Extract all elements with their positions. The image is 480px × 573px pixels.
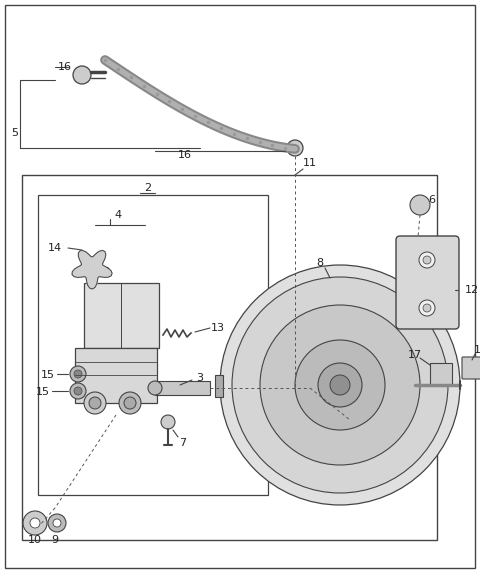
Bar [22,175,437,540]
Text: 15: 15 [36,387,50,397]
Bar [75,348,157,403]
Circle shape [74,387,82,395]
Circle shape [330,375,350,395]
Text: 15: 15 [41,370,55,380]
Circle shape [48,514,66,532]
Text: 1: 1 [473,345,480,355]
Polygon shape [72,250,112,289]
Text: 9: 9 [51,535,59,545]
Text: 12: 12 [465,285,479,295]
Circle shape [220,265,460,505]
Text: 14: 14 [48,243,62,253]
Text: 13: 13 [211,323,225,333]
Circle shape [73,66,91,84]
Circle shape [419,300,435,316]
Text: 17: 17 [408,350,422,360]
Circle shape [70,383,86,399]
Bar [84,283,159,348]
Bar [155,381,210,395]
Text: 7: 7 [180,438,187,448]
Text: 10: 10 [28,535,42,545]
FancyBboxPatch shape [396,236,459,329]
Text: 3: 3 [196,373,204,383]
Text: 5: 5 [11,128,18,138]
Text: 16: 16 [58,62,72,72]
Circle shape [295,340,385,430]
Circle shape [30,518,40,528]
Bar [215,375,223,397]
Circle shape [419,252,435,268]
Circle shape [318,363,362,407]
Circle shape [232,277,448,493]
Circle shape [89,397,101,409]
Circle shape [260,305,420,465]
Text: 4: 4 [114,210,121,220]
FancyBboxPatch shape [462,357,480,379]
Circle shape [287,140,303,156]
Circle shape [410,195,430,215]
Text: 11: 11 [303,158,317,168]
Text: 16: 16 [178,150,192,160]
Circle shape [423,304,431,312]
Circle shape [53,519,61,527]
Circle shape [148,381,162,395]
Circle shape [84,392,106,414]
Bar [38,195,268,495]
Text: 2: 2 [144,183,152,193]
Text: 8: 8 [316,258,324,268]
Circle shape [161,415,175,429]
Circle shape [124,397,136,409]
Circle shape [423,256,431,264]
Bar [430,363,452,385]
Circle shape [119,392,141,414]
Circle shape [70,366,86,382]
Text: 6: 6 [429,195,435,205]
Circle shape [23,511,47,535]
Circle shape [74,370,82,378]
